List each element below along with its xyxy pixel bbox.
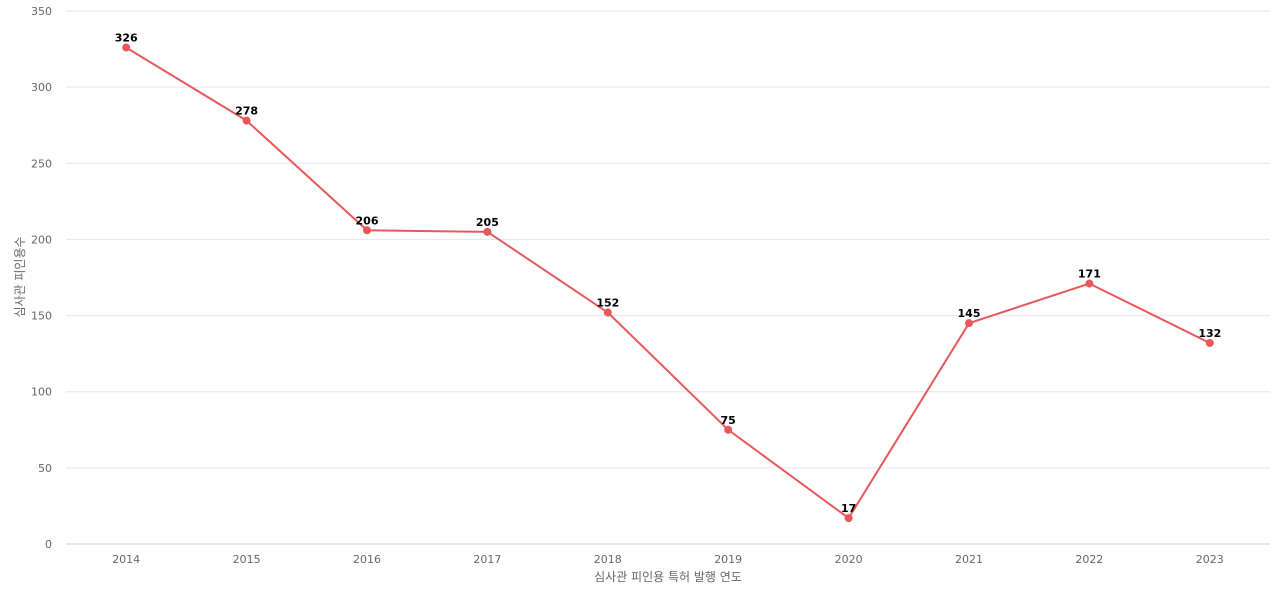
x-axis-title: 심사관 피인용 특허 발행 연도: [594, 569, 742, 584]
x-tick-label: 2016: [353, 553, 381, 566]
data-label: 326: [115, 32, 138, 45]
y-axis: 0 50 100 150 200 250 300 350: [31, 5, 52, 551]
data-label: 206: [356, 214, 379, 227]
data-label: 75: [721, 414, 736, 427]
data-point: [724, 425, 733, 434]
y-axis-title: 심사관 피인용수: [13, 236, 27, 317]
data-label: 171: [1078, 268, 1101, 281]
x-tick-label: 2017: [473, 553, 501, 566]
data-point: [242, 116, 251, 125]
x-tick-label: 2020: [835, 553, 863, 566]
y-tick-label: 200: [31, 233, 52, 246]
x-tick-label: 2022: [1075, 553, 1103, 566]
data-label: 278: [235, 105, 258, 118]
data-label: 17: [841, 502, 856, 515]
grid-lines: [66, 10, 1270, 469]
y-tick-label: 50: [38, 462, 52, 475]
data-point: [483, 227, 492, 236]
y-tick-label: 0: [45, 538, 52, 551]
data-point: [603, 308, 612, 317]
y-tick-label: 150: [31, 310, 52, 323]
data-point: [1085, 279, 1094, 288]
y-tick-label: 250: [31, 157, 52, 170]
y-tick-label: 350: [31, 5, 52, 18]
data-labels: 326 278 206 205 152 75 17 145 171 132: [115, 32, 1222, 516]
data-point: [1205, 338, 1214, 347]
data-point: [122, 43, 131, 52]
x-tick-label: 2019: [714, 553, 742, 566]
series-line: [125, 46, 1211, 520]
x-tick-label: 2014: [112, 553, 140, 566]
data-point: [965, 319, 973, 328]
x-axis: 2014 2015 2016 2017 2018 2019 2020 2021 2022 2023: [66, 543, 1270, 566]
series-layer: [122, 43, 1214, 523]
x-tick-label: 2018: [594, 553, 622, 566]
x-tick-label: 2023: [1196, 553, 1224, 566]
y-tick-label: 100: [31, 386, 52, 399]
y-tick-label: 300: [31, 81, 52, 94]
data-point: [844, 514, 853, 523]
data-point: [363, 226, 371, 235]
data-label: 205: [476, 216, 499, 229]
x-tick-label: 2021: [955, 553, 983, 566]
data-label: 145: [958, 307, 981, 320]
data-label: 152: [596, 297, 619, 310]
data-label: 132: [1198, 327, 1221, 340]
x-tick-label: 2015: [233, 553, 261, 566]
